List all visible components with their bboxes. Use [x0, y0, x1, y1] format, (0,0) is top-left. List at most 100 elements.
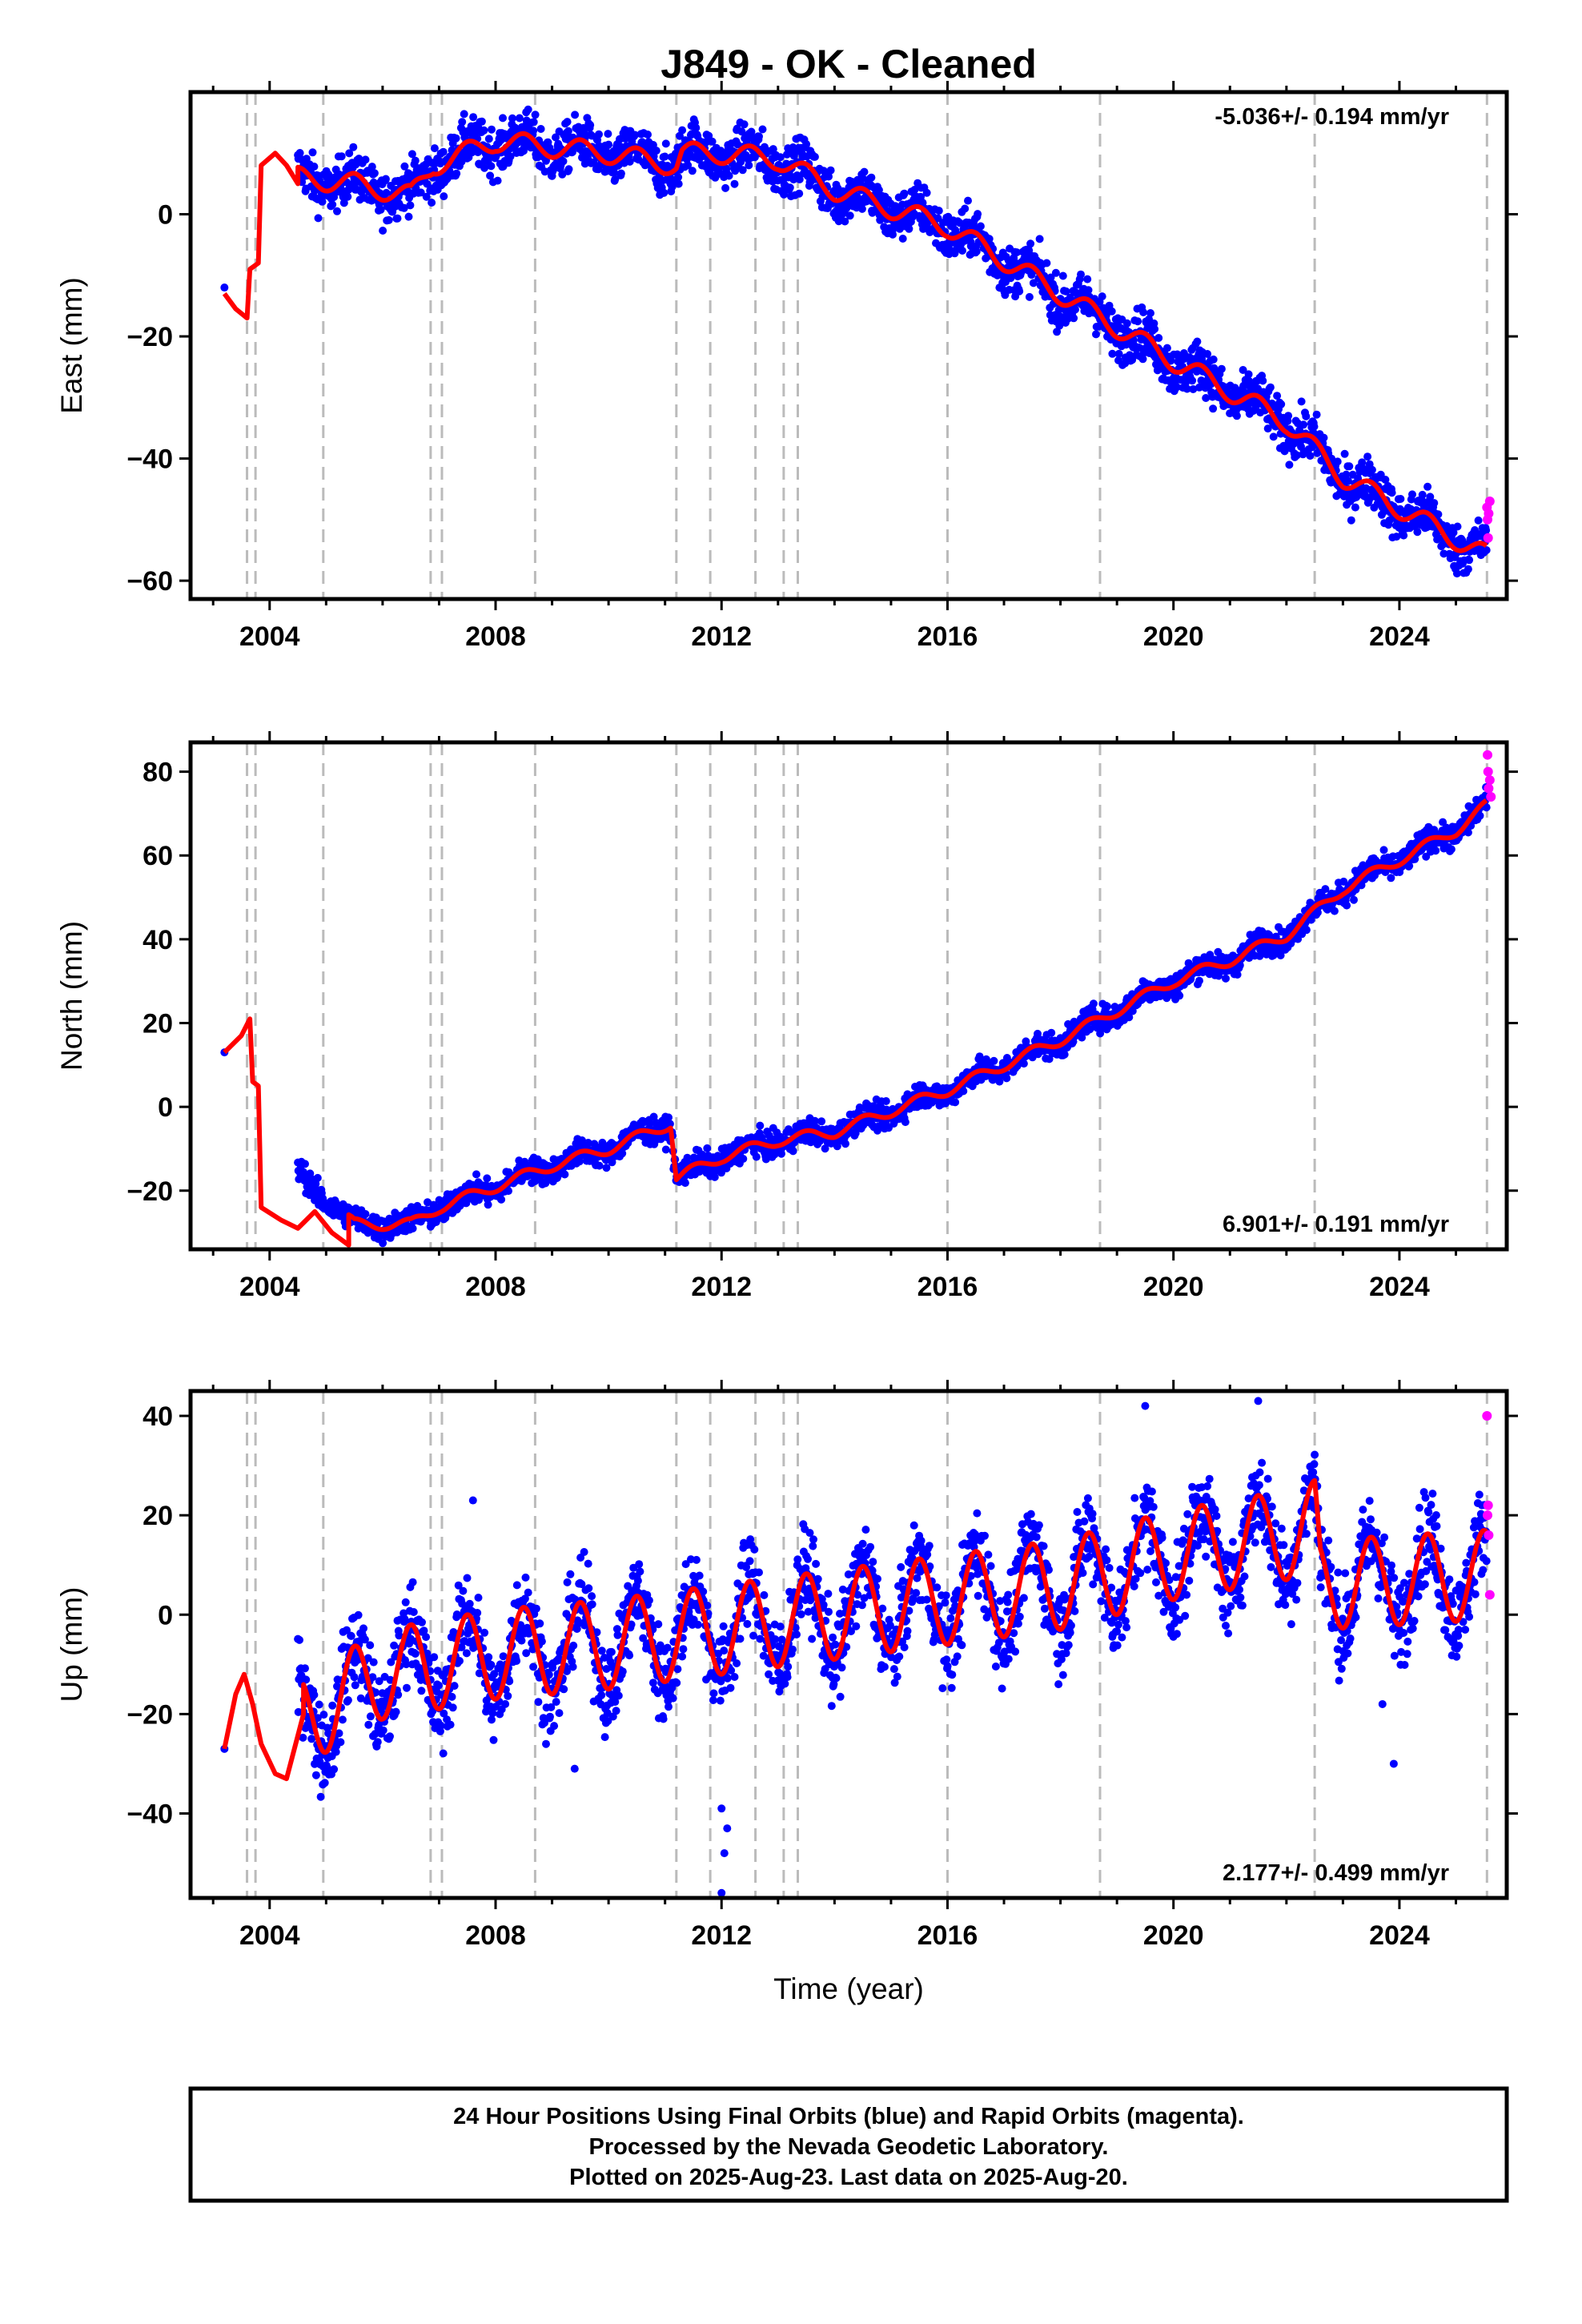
- data-point: [758, 125, 767, 134]
- data-point: [1273, 392, 1282, 400]
- data-point: [384, 215, 393, 224]
- data-point: [1026, 239, 1035, 248]
- data-point: [310, 1691, 319, 1699]
- data-point: [1342, 470, 1351, 479]
- y-tick-label: −20: [126, 1176, 173, 1207]
- data-point: [1188, 376, 1197, 385]
- data-point: [310, 163, 319, 171]
- data-point: [306, 1169, 315, 1178]
- data-point: [1062, 287, 1070, 296]
- model-line: [223, 798, 1488, 1248]
- data-point: [795, 175, 804, 183]
- data-point: [678, 126, 687, 135]
- data-point: [841, 217, 849, 226]
- data-point: [756, 1121, 765, 1130]
- data-point: [406, 201, 415, 210]
- data-point: [439, 147, 448, 156]
- data-point: [499, 114, 507, 123]
- data-point: [783, 150, 791, 159]
- data-point: [1244, 370, 1253, 379]
- data-point: [810, 1116, 819, 1125]
- data-point: [665, 1120, 674, 1128]
- y-tick-label: 40: [143, 925, 173, 955]
- data-point: [301, 1160, 309, 1168]
- data-point: [1392, 533, 1401, 541]
- data-point: [611, 175, 620, 183]
- data-point: [1060, 1050, 1069, 1059]
- data-point: [901, 1118, 909, 1127]
- rapid-point: [1483, 750, 1493, 760]
- data-point: [703, 1144, 712, 1152]
- y-axis-label: North (mm): [55, 921, 88, 1071]
- data-point: [1381, 476, 1390, 484]
- data-point: [559, 157, 568, 166]
- data-point: [1222, 974, 1230, 983]
- data-point: [747, 127, 756, 136]
- data-point: [337, 152, 346, 161]
- data-point: [400, 203, 408, 212]
- x-tick-label: 2024: [1369, 621, 1430, 652]
- data-point: [795, 189, 804, 198]
- rapid-point: [1484, 496, 1495, 506]
- data-point: [416, 188, 425, 197]
- data-point: [602, 1164, 611, 1172]
- data-point: [934, 207, 943, 215]
- data-point: [974, 210, 982, 219]
- data-point: [976, 222, 985, 231]
- data-point: [400, 162, 409, 171]
- data-point: [1015, 287, 1024, 296]
- data-point: [1439, 549, 1448, 558]
- data-point: [1025, 292, 1034, 301]
- data-point: [584, 1139, 592, 1147]
- data-point: [1203, 350, 1212, 358]
- data-point: [575, 1157, 584, 1166]
- data-point: [1084, 286, 1093, 295]
- data-point: [408, 1224, 417, 1232]
- data-point: [328, 1701, 337, 1710]
- data-point: [1434, 510, 1443, 519]
- data-point: [782, 159, 791, 168]
- data-point: [343, 192, 352, 201]
- data-point: [361, 155, 370, 164]
- rapid-point: [1484, 509, 1494, 519]
- data-point: [480, 163, 489, 172]
- data-point: [1134, 317, 1142, 326]
- data-point: [320, 1779, 329, 1787]
- data-point: [1182, 384, 1191, 393]
- data-point: [1154, 334, 1163, 342]
- data-point: [345, 149, 354, 158]
- data-point: [376, 205, 385, 214]
- data-point: [1096, 1029, 1105, 1038]
- data-point: [1350, 895, 1358, 904]
- data-point: [604, 140, 613, 149]
- data-point: [477, 117, 486, 126]
- data-point: [504, 1187, 512, 1196]
- data-point: [1086, 1025, 1094, 1034]
- data-point: [1042, 259, 1051, 267]
- data-point: [1292, 451, 1301, 460]
- data-point: [339, 199, 348, 207]
- rapid-point: [1483, 766, 1493, 777]
- data-point: [1029, 279, 1038, 287]
- data-point: [1482, 546, 1491, 554]
- data-point: [918, 199, 927, 207]
- data-point: [349, 143, 358, 151]
- data-point: [552, 133, 560, 142]
- data-point: [777, 1149, 785, 1158]
- data-point: [990, 1056, 998, 1065]
- data-point: [316, 1792, 325, 1801]
- data-point: [408, 150, 416, 159]
- plot-area: [220, 742, 1496, 1249]
- data-point: [1217, 364, 1226, 373]
- data-point: [769, 145, 777, 154]
- rapid-point: [1484, 775, 1495, 786]
- data-point: [1173, 383, 1181, 392]
- y-tick-label: −40: [126, 444, 173, 475]
- data-point: [1150, 324, 1159, 333]
- data-point: [964, 196, 972, 205]
- data-point: [1387, 874, 1395, 883]
- data-point: [524, 105, 532, 114]
- data-point: [560, 1170, 569, 1179]
- data-point: [618, 1149, 627, 1158]
- data-point: [440, 192, 448, 201]
